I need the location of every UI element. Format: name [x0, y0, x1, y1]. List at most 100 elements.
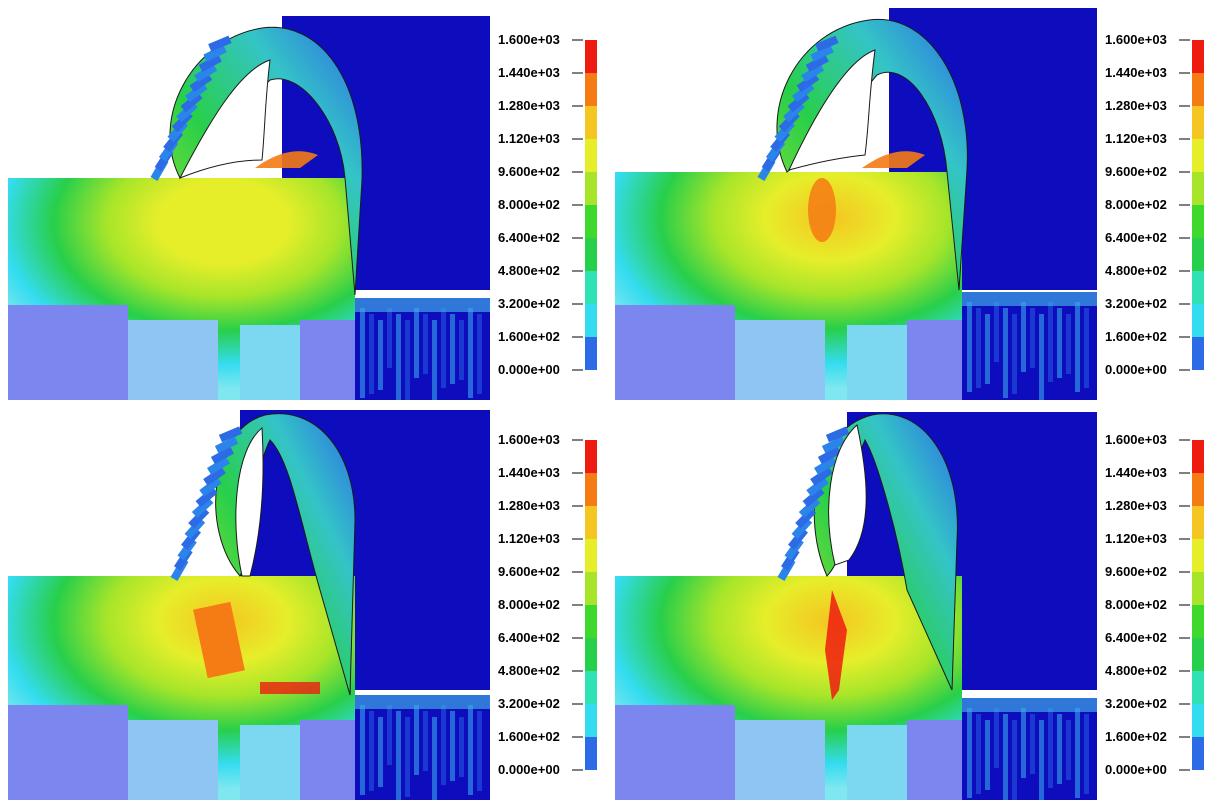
tool-band [976, 714, 981, 794]
chip-tooth [796, 73, 820, 93]
colorbar-swatch [1192, 539, 1204, 572]
colorbar-label: 3.200e+02 [1105, 296, 1167, 311]
colorbar-label: 1.280e+03 [498, 498, 560, 513]
colorbar-swatch [1192, 139, 1204, 172]
chip-tooth [821, 436, 846, 454]
tool-band [360, 705, 365, 795]
chip-tooth [189, 73, 213, 93]
colorbar-swatch [585, 238, 597, 271]
workpiece-cool-mid [735, 720, 825, 800]
chip-tooth [180, 91, 203, 113]
colorbar-label: 4.800e+02 [1105, 263, 1167, 278]
colorbar-label: 3.200e+02 [498, 296, 560, 311]
tool-edge [962, 698, 1097, 712]
chip-tooth [199, 476, 222, 497]
colorbar-label: 1.600e+03 [498, 432, 560, 447]
tool-band [1012, 720, 1017, 800]
colorbar-swatch [1192, 638, 1204, 671]
tool-band [405, 717, 410, 797]
tool-band [1048, 302, 1053, 382]
chip-tooth [191, 497, 214, 518]
tool-band [1057, 308, 1062, 378]
chip-tooth [218, 426, 243, 443]
colorbar-swatch [585, 605, 597, 638]
tool-band [1012, 314, 1017, 394]
tool-band [459, 320, 464, 380]
colorbar-swatch [1192, 605, 1204, 638]
tool-band [1066, 720, 1071, 780]
tool-band [369, 314, 374, 394]
tool-band [1057, 714, 1062, 784]
tool-band [396, 314, 401, 400]
tool-band [1084, 714, 1089, 794]
colorbar-label: 6.400e+02 [1105, 230, 1167, 245]
chip-tooth [813, 456, 837, 475]
tool-band [994, 302, 999, 362]
colorbar-label: 6.400e+02 [498, 630, 560, 645]
tool-band [441, 705, 446, 785]
tool-band [414, 705, 419, 775]
chip-tooth [795, 507, 817, 529]
colorbar-label: 8.000e+02 [498, 197, 560, 212]
colorbar-label: 1.280e+03 [1105, 98, 1167, 113]
tool-band [360, 308, 365, 398]
workpiece-cool-edge [300, 720, 355, 800]
colorbar-swatch [1192, 440, 1204, 473]
shear-band [255, 151, 318, 168]
chip-tooth [214, 436, 239, 454]
tool-band [1066, 314, 1071, 374]
chip-void [828, 424, 867, 566]
contour-plot-3: 1.600e+03 1.440e+03 1.280e+03 1.120e+03 9.60… [8, 410, 606, 800]
chip-tooth [194, 63, 218, 83]
colorbar-swatch [585, 106, 597, 139]
colorbar-label: 1.600e+02 [498, 329, 560, 344]
chip-tooth [185, 82, 208, 103]
tool-band [441, 308, 446, 388]
colorbar-label: 0.000e+00 [498, 362, 560, 377]
colorbar-swatch [1192, 737, 1204, 770]
chip-tooth [791, 517, 813, 540]
tool-band [1030, 308, 1035, 368]
colorbar-swatch [1192, 704, 1204, 737]
tool-band [477, 711, 482, 791]
chip-tooth [817, 446, 842, 465]
tool-band [387, 705, 392, 765]
tool-band [459, 717, 464, 777]
colorbar-swatch [1192, 671, 1204, 704]
workpiece-cool-left [615, 705, 735, 800]
tool-band [477, 314, 482, 394]
colorbar-swatch [585, 506, 597, 539]
colorbar-swatch [1192, 40, 1204, 73]
tool-band [1048, 708, 1053, 788]
colorbar-swatch [585, 337, 597, 370]
tool-band [414, 308, 419, 378]
tool-band [1021, 302, 1026, 372]
colorbar-label: 1.600e+03 [498, 32, 560, 47]
chip-tooth [184, 517, 206, 540]
tool-band [432, 320, 437, 400]
chip-void [235, 426, 264, 577]
workpiece-cool-left [8, 305, 128, 400]
colorbar-label: 1.120e+03 [498, 531, 560, 546]
hot-spot-edge [260, 682, 320, 694]
chip-tooth [787, 91, 810, 113]
workpiece-cool-edge [300, 320, 355, 400]
colorbar-swatch [585, 704, 597, 737]
colorbar-swatch [585, 40, 597, 73]
colorbar-label: 1.280e+03 [1105, 498, 1167, 513]
chip-tooth [815, 35, 839, 52]
colorbar-swatch [585, 271, 597, 304]
hot-spot [193, 601, 245, 679]
chip-tooth [792, 82, 815, 103]
tool-block [962, 698, 1097, 800]
colorbar-swatch [585, 572, 597, 605]
colorbar-swatch [585, 671, 597, 704]
tool-block [962, 292, 1097, 400]
workpiece-cool-mid [128, 320, 218, 400]
colorbar-swatch [1192, 572, 1204, 605]
tool-band [405, 320, 410, 400]
tool-band [432, 717, 437, 800]
colorbar-swatch [585, 473, 597, 506]
contour-plot-1: 1.600e+03 1.440e+03 1.280e+03 1.120e+03 9.60… [8, 16, 606, 400]
workpiece-cool-right [847, 325, 907, 400]
